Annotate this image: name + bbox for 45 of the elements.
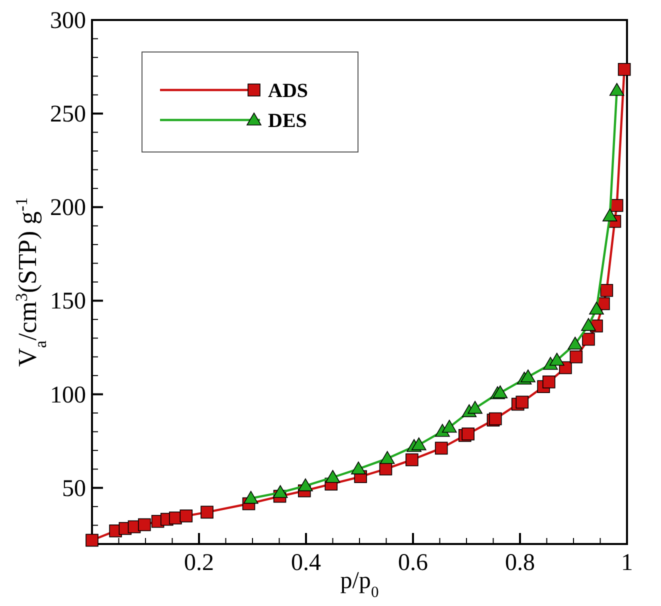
x-tick-label: 0.6: [398, 550, 428, 576]
point: [442, 420, 457, 433]
x-tick-label: 1: [621, 550, 633, 576]
point: [200, 506, 214, 519]
point: [468, 400, 482, 414]
point: [180, 510, 193, 522]
x-tick-label: 0.2: [184, 550, 214, 576]
point: [542, 376, 556, 388]
point: [570, 350, 583, 364]
y-tick-label: 300: [50, 8, 86, 34]
point: [516, 396, 529, 409]
point: [406, 453, 418, 466]
point: [568, 336, 583, 350]
y-tick-label: 250: [50, 102, 86, 128]
point: [462, 428, 475, 440]
y-tick-label: 200: [50, 195, 86, 222]
point: [609, 82, 624, 96]
point: [434, 442, 448, 455]
point: [600, 284, 614, 297]
y-tick-label: 50: [62, 476, 86, 502]
point: [582, 332, 595, 346]
point: [243, 490, 258, 504]
x-tick-label: 0.4: [291, 550, 321, 576]
point: [298, 478, 313, 492]
point: [138, 518, 151, 532]
point: [492, 385, 508, 398]
y-tick-label: 150: [50, 288, 86, 315]
point: [86, 534, 98, 547]
point: [325, 470, 340, 483]
x-tick-label: 0.8: [505, 550, 535, 576]
point: [589, 302, 604, 315]
point: [380, 451, 395, 464]
point: [411, 437, 426, 450]
point: [272, 485, 288, 498]
point: [351, 462, 366, 474]
point: [550, 352, 564, 366]
point: [602, 208, 618, 222]
point: [610, 199, 624, 212]
x-axis-title: p/p$_{0}$: [340, 568, 379, 600]
legend-label: ADS: [268, 80, 308, 102]
point: [581, 318, 596, 331]
legend-label: DES: [268, 110, 307, 132]
y-tick-label: 100: [50, 382, 86, 408]
point: [618, 63, 631, 76]
point: [520, 369, 536, 382]
